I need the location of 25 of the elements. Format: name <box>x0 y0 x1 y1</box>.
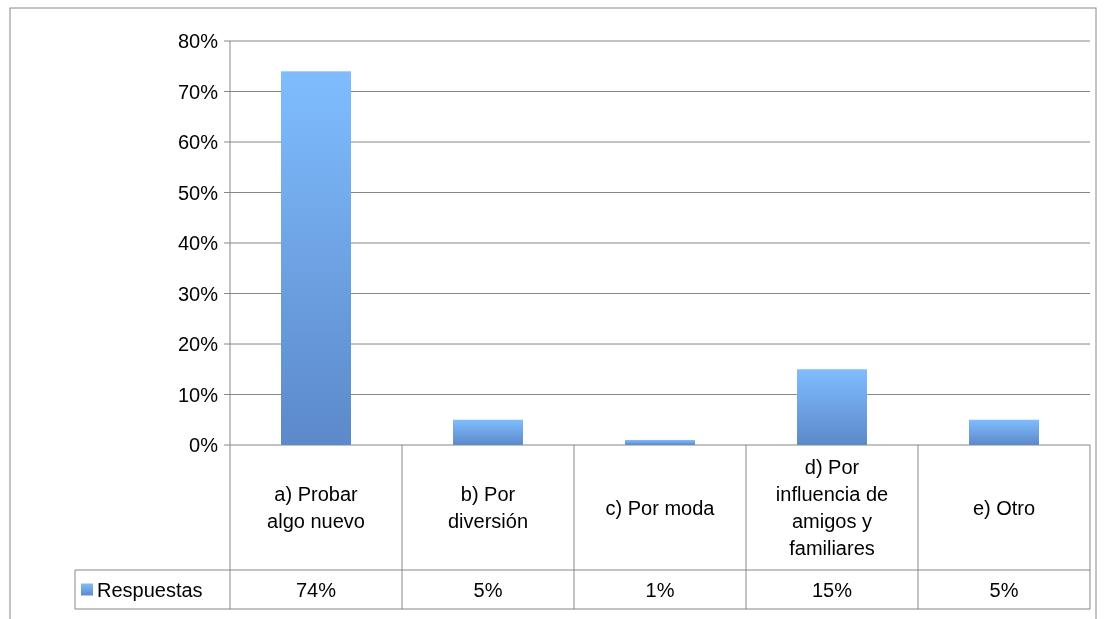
y-tick-label: 80% <box>177 30 219 52</box>
x-tick-label: c) Por moda <box>605 496 716 519</box>
x-tick-label: e) Otro <box>972 496 1036 519</box>
data-label: 5% <box>473 578 503 601</box>
bar <box>453 419 523 445</box>
data-label: 5% <box>989 578 1019 601</box>
bar <box>969 419 1039 445</box>
y-tick-label: 60% <box>177 131 219 153</box>
legend-label: Respuestas <box>97 578 203 601</box>
bar <box>281 71 351 445</box>
x-tick-label: a) Probar algo nuevo <box>267 483 365 532</box>
data-label: 15% <box>811 578 853 601</box>
y-tick-label: 70% <box>177 80 219 103</box>
y-tick-label: 0% <box>189 434 219 456</box>
y-tick-label: 10% <box>177 383 219 406</box>
data-label: 74% <box>295 578 337 601</box>
data-label: 1% <box>645 578 675 601</box>
y-tick-label: 50% <box>177 181 219 204</box>
y-tick-label: 40% <box>177 232 219 254</box>
y-tick-label: 20% <box>177 333 219 355</box>
x-tick-label: d) Por influencia de amigos y familiares <box>775 456 889 559</box>
y-tick-label: 30% <box>177 282 219 305</box>
bar <box>625 439 695 445</box>
x-tick-label: b) Por diversión <box>447 483 529 532</box>
bar <box>797 369 867 445</box>
